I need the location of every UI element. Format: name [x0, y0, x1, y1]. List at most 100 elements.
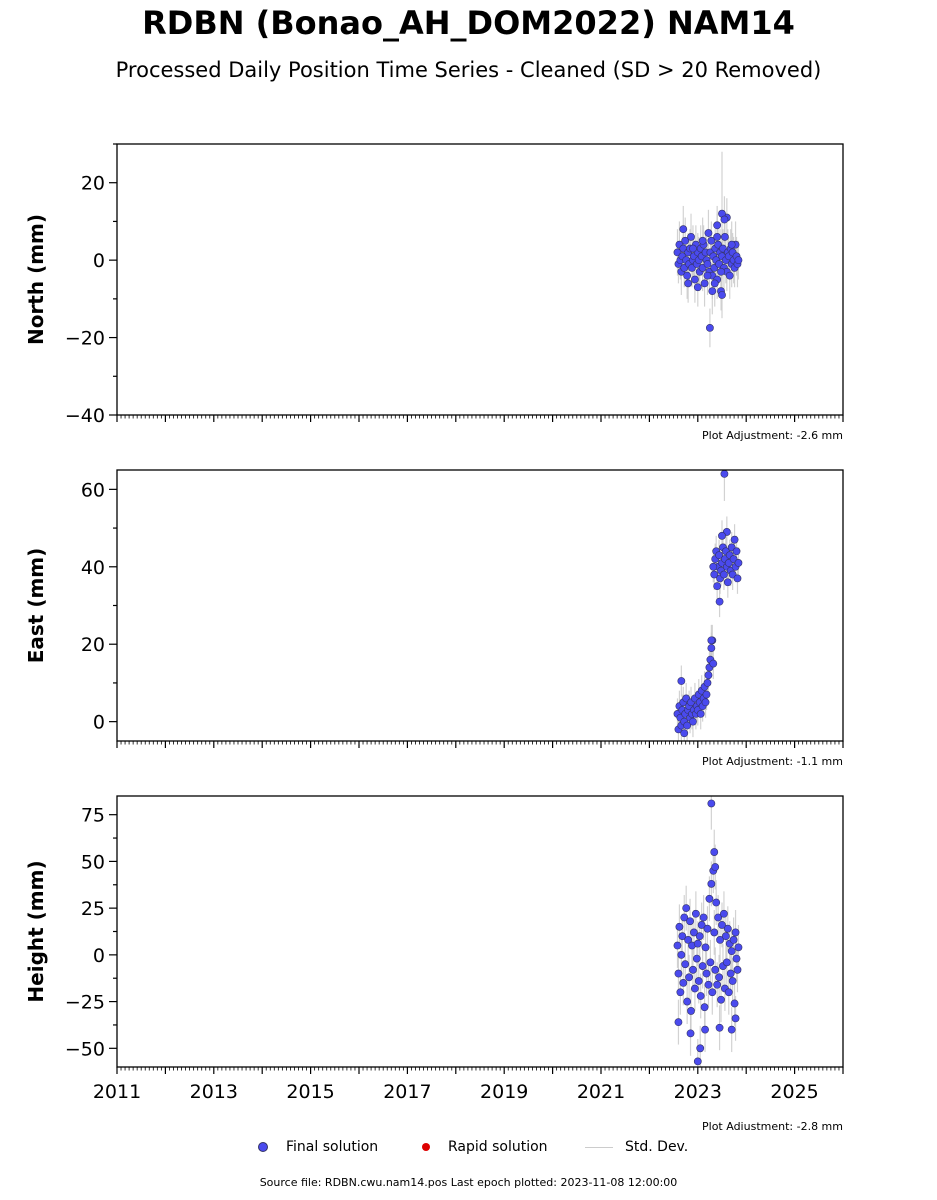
data-point: [707, 636, 716, 645]
data-point: [693, 1057, 702, 1066]
data-point: [689, 717, 697, 726]
data-point: [696, 992, 705, 1000]
data-point: [693, 283, 702, 292]
y-tick-label: 0: [93, 712, 105, 734]
data-point: [717, 267, 725, 276]
y-tick-label: 60: [81, 479, 105, 501]
plot-adjustment-note: Plot Adjustment: -2.6 mm: [702, 429, 843, 442]
data-point: [723, 578, 732, 587]
data-point: [692, 954, 701, 963]
data-point: [707, 236, 716, 245]
y-tick-label: 0: [93, 250, 105, 272]
data-point: [676, 988, 685, 997]
data-point: [689, 244, 697, 253]
x-tick-label: 2025: [770, 1081, 818, 1103]
legend-marker-final: [258, 1142, 268, 1152]
data-point: [686, 917, 694, 926]
data-point: [726, 969, 735, 978]
data-point: [728, 977, 737, 985]
data-point: [679, 225, 688, 234]
data-point: [712, 898, 721, 907]
data-point: [720, 570, 728, 579]
data-point: [715, 973, 723, 982]
data-point: [696, 1044, 705, 1053]
data-point: [724, 988, 733, 997]
y-axis-label: North (mm): [24, 214, 48, 345]
data-point: [721, 233, 729, 241]
y-tick-label: −25: [65, 992, 105, 1014]
data-point: [713, 221, 722, 230]
data-point: [701, 1025, 709, 1034]
data-point: [729, 936, 738, 944]
chart-subtitle: Processed Daily Position Time Series - C…: [115, 58, 822, 82]
data-point: [713, 233, 722, 241]
data-point: [732, 547, 741, 556]
data-point: [696, 710, 705, 718]
x-tick-label: 2021: [577, 1081, 625, 1103]
data-point: [710, 279, 719, 288]
data-point: [687, 233, 695, 241]
x-tick-label: 2023: [674, 1081, 722, 1103]
x-tick-label: 2013: [190, 1081, 238, 1103]
data-point: [725, 271, 734, 280]
data-point: [713, 582, 722, 591]
data-point: [681, 236, 690, 245]
data-point: [734, 559, 743, 567]
data-point: [680, 913, 689, 922]
data-point: [716, 936, 724, 944]
data-point: [697, 921, 706, 929]
x-tick-label: 2011: [93, 1081, 141, 1103]
data-point: [706, 958, 715, 967]
legend-marker-rapid: [422, 1143, 430, 1151]
data-point: [690, 275, 699, 284]
data-point: [704, 229, 713, 237]
data-point: [733, 965, 742, 974]
data-point: [698, 962, 707, 970]
data-point: [701, 698, 710, 707]
data-point: [718, 531, 726, 540]
data-point: [675, 922, 684, 931]
data-layer: [673, 470, 743, 741]
data-point: [714, 913, 723, 922]
data-point: [704, 980, 713, 989]
plots-canvas: −40 −20 0 20 North (mm) Plot Adjustment: -2.6…: [24, 143, 844, 1130]
legend-label-stddev: Std. Dev.: [625, 1139, 689, 1155]
y-tick-label: 75: [81, 805, 105, 827]
data-point: [685, 973, 693, 982]
data-point: [702, 969, 711, 978]
data-point: [706, 323, 714, 332]
data-point: [715, 551, 723, 560]
y-tick-label: −50: [65, 1038, 105, 1060]
data-point: [703, 924, 712, 933]
axes-frame: [116, 469, 844, 742]
plot-adjustment-note: Plot Adjustment: -2.8 mm: [702, 1120, 843, 1130]
data-point: [678, 932, 687, 941]
data-point: [715, 1023, 724, 1032]
data-point: [720, 215, 729, 224]
data-point: [680, 729, 689, 738]
data-point: [723, 924, 732, 933]
y-tick-label: 20: [81, 173, 105, 195]
data-point: [690, 984, 699, 993]
data-point: [711, 863, 720, 871]
data-point: [703, 260, 712, 268]
data-point: [710, 848, 719, 856]
data-point: [730, 999, 739, 1008]
data-point: [703, 271, 712, 280]
data-point: [698, 236, 707, 245]
data-point: [683, 271, 692, 280]
data-point: [727, 1025, 736, 1034]
data-point: [730, 535, 739, 544]
data-point: [682, 904, 691, 913]
x-tick-label: 2017: [383, 1081, 431, 1103]
x-tick-label: 2015: [286, 1081, 334, 1103]
data-point: [734, 256, 743, 265]
data-point: [731, 1014, 740, 1023]
data-point: [674, 1018, 683, 1027]
legend-item-rapid: Rapid solution: [422, 1136, 548, 1158]
chart-title: RDBN (Bonao_AH_DOM2022) NAM14: [142, 4, 795, 42]
legend: Final solution Rapid solution Std. Dev.: [0, 1136, 937, 1158]
data-point: [722, 958, 731, 967]
data-point: [684, 936, 693, 944]
legend-label-rapid: Rapid solution: [448, 1139, 548, 1155]
